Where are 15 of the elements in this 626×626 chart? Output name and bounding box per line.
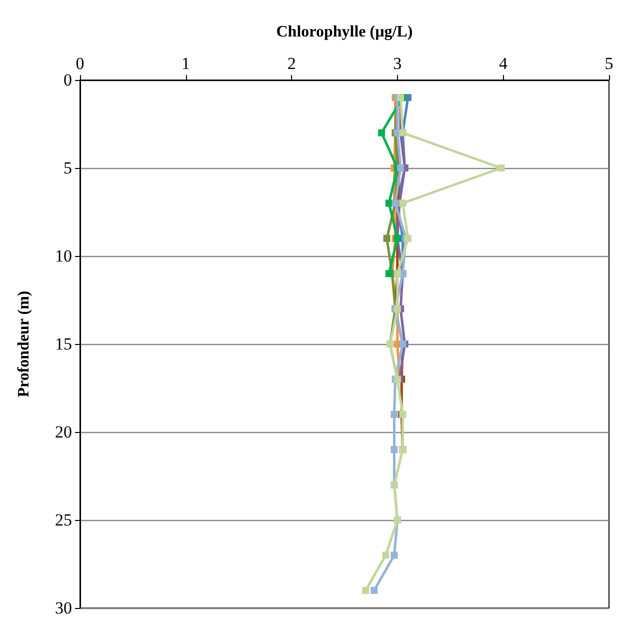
x-tick-label: 3 [393, 54, 402, 73]
y-tick-label: 15 [55, 334, 72, 354]
y-axis-title: Profondeur (m) [16, 290, 32, 398]
y-tick-label: 25 [55, 510, 72, 530]
x-tick-label: 2 [287, 54, 296, 73]
x-tick-label: 1 [182, 54, 190, 73]
x-tick-label: 0 [76, 54, 84, 73]
y-tick-label: 0 [64, 70, 72, 90]
x-tick-label: 5 [604, 54, 614, 73]
y-tick-label: 20 [55, 422, 72, 442]
y-tick-label: 30 [55, 598, 72, 618]
y-tick-label: 5 [64, 158, 72, 178]
y-tick-label: 10 [55, 246, 72, 266]
x-tick-label: 4 [498, 54, 508, 73]
x-axis-title: Chlorophylle (µg/L) [276, 24, 413, 40]
